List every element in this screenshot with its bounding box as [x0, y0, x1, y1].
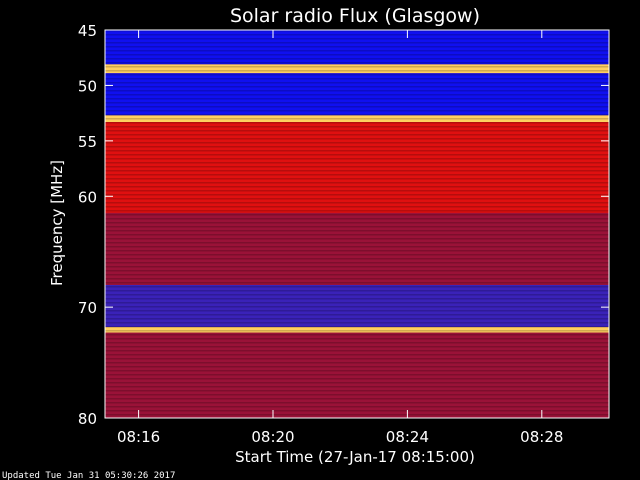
x-axis: 08:16 08:20 08:24 08:28 — [104, 29, 610, 446]
y-axis-label: Frequency [MHz] — [48, 160, 66, 286]
x-tick-label: 08:24 — [386, 428, 429, 446]
spectrogram-texture — [105, 30, 609, 416]
frequency-band-7 — [105, 327, 609, 333]
x-axis-label: Start Time (27-Jan-17 08:15:00) — [235, 448, 475, 466]
y-tick-label: 45 — [78, 22, 97, 40]
spectrogram-plot — [105, 30, 609, 418]
y-tick-label: 70 — [78, 299, 97, 317]
y-tick-label: 55 — [78, 133, 97, 151]
frequency-band-1 — [105, 64, 609, 74]
x-tick-label: 08:20 — [251, 428, 294, 446]
y-axis: 45 50 55 60 70 80 — [78, 22, 609, 428]
frequency-band-2 — [105, 73, 609, 116]
y-tick-label: 60 — [78, 188, 97, 206]
plot-frame — [104, 29, 610, 419]
frequency-band-8 — [105, 332, 609, 418]
updated-timestamp: Updated Tue Jan 31 05:30:26 2017 — [2, 471, 175, 480]
frequency-band-5 — [105, 212, 609, 285]
x-tick-label: 08:28 — [520, 428, 563, 446]
frequency-band-0 — [105, 30, 609, 65]
frequency-band-6 — [105, 284, 609, 328]
y-tick-label: 50 — [78, 77, 97, 95]
frequency-band-4 — [105, 122, 609, 213]
frequency-band-3 — [105, 115, 609, 123]
y-tick-label: 80 — [78, 410, 97, 428]
x-tick-label: 08:16 — [117, 428, 160, 446]
chart-title: Solar radio Flux (Glasgow) — [230, 5, 480, 27]
